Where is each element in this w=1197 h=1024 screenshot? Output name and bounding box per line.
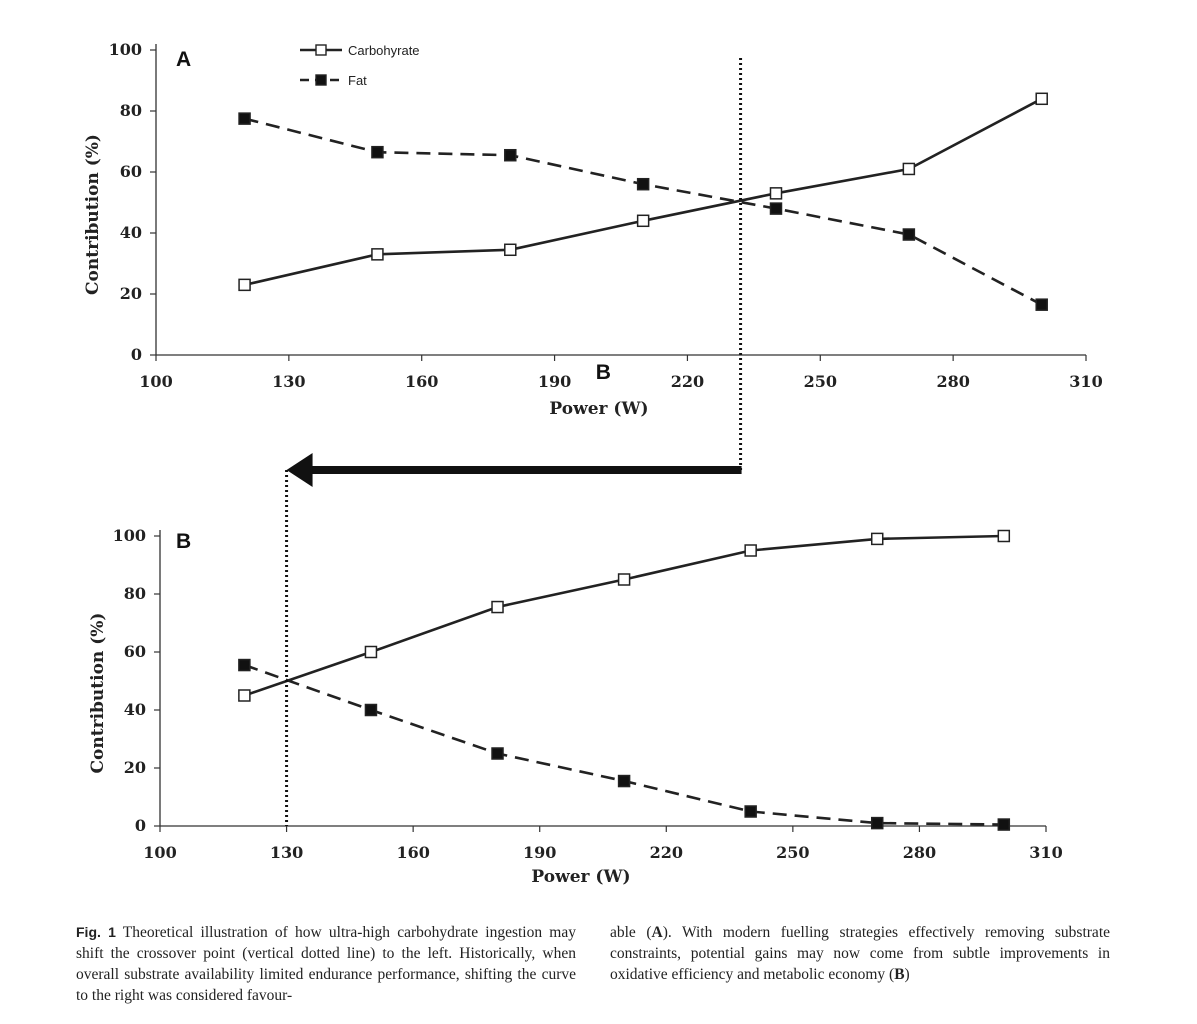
crossover-shift-arrow xyxy=(286,453,742,487)
shift-arrow-head xyxy=(286,453,313,487)
legend-label-fat: Fat xyxy=(348,73,367,88)
x-tick-label: 280 xyxy=(936,372,969,391)
data-point-carbohyrate xyxy=(997,529,1011,543)
data-point-carbohyrate xyxy=(504,243,517,257)
legend-marker-carbohyrate xyxy=(315,44,327,56)
data-point-carbohyrate xyxy=(617,573,631,586)
x-tick-label: 130 xyxy=(272,372,305,391)
data-point-fat xyxy=(364,703,378,717)
panel-a-chart: 0 20 40 60 80 100 100 130 160 190 220 250 280 310 Powe… xyxy=(83,40,1103,472)
data-point-carbohyrate xyxy=(1035,92,1048,106)
caption-left-text: Theoretical illustration of how ultra-hi… xyxy=(76,924,576,1004)
data-point-carbohyrate xyxy=(238,278,251,292)
data-point-carbohyrate xyxy=(902,162,916,176)
data-point-carbohyrate xyxy=(491,600,504,614)
panel-b-chart: 0 20 40 60 80 100 100 130 160 190 220 250 280 310 Powe… xyxy=(88,470,1063,887)
y-tick-label: 80 xyxy=(124,584,146,603)
legend-label-carbohyrate: Carbohyrate xyxy=(348,43,420,58)
x-tick-label: 280 xyxy=(903,843,936,862)
data-point-fat xyxy=(238,658,251,672)
data-point-fat xyxy=(238,112,251,125)
y-tick-label: 0 xyxy=(131,345,142,364)
x-tick-label: 190 xyxy=(523,843,556,862)
caption-left-column: Fig. 1 Theoretical illustration of how u… xyxy=(76,922,576,1006)
data-point-fat xyxy=(997,818,1011,831)
y-tick-label: 80 xyxy=(120,101,142,120)
x-tick-label: 220 xyxy=(671,372,704,391)
x-tick-label: 130 xyxy=(270,843,303,862)
figure: 0 20 40 60 80 100 100 130 160 190 220 250 280 310 Powe… xyxy=(83,40,1103,887)
figure-label: Fig. 1 xyxy=(76,924,116,940)
x-tick-label: 100 xyxy=(139,372,172,391)
y-tick-label: 100 xyxy=(113,526,146,545)
data-point-fat xyxy=(1035,298,1048,311)
y-axis-label: Contribution (%) xyxy=(83,134,103,295)
y-tick-label: 40 xyxy=(120,223,142,242)
caption-right-text-1: able ( xyxy=(610,924,652,941)
x-axis-label: Power (W) xyxy=(549,399,648,419)
x-tick-label: 100 xyxy=(143,843,176,862)
y-tick-label: 60 xyxy=(124,642,146,661)
data-point-fat xyxy=(902,228,916,241)
caption-right-text-3: ) xyxy=(904,966,910,983)
y-tick-label: 40 xyxy=(124,700,146,719)
series-line-carbohyrate xyxy=(244,97,1043,287)
x-tick-label: 250 xyxy=(804,372,837,391)
caption-bold-b: B xyxy=(894,966,905,983)
data-point-carbohyrate xyxy=(238,689,251,702)
y-tick-label: 20 xyxy=(120,284,142,303)
data-point-fat xyxy=(491,747,504,760)
data-point-carbohyrate xyxy=(364,645,378,659)
x-tick-label: 250 xyxy=(776,843,809,862)
y-tick-label: 60 xyxy=(120,162,142,181)
data-point-carbohyrate xyxy=(636,214,650,228)
panel-label: B xyxy=(176,530,191,553)
y-tick-label: 20 xyxy=(124,758,146,777)
panel-label: A xyxy=(176,48,191,71)
data-point-fat xyxy=(371,145,384,159)
data-point-fat xyxy=(617,774,631,788)
data-point-carbohyrate xyxy=(769,187,783,200)
caption-bold-a: A xyxy=(651,924,663,941)
x-tick-label: 220 xyxy=(650,843,683,862)
series-line-fat xyxy=(244,117,1043,306)
x-tick-label: 310 xyxy=(1029,843,1062,862)
annotation-label: B xyxy=(596,361,611,384)
x-axis-label: Power (W) xyxy=(531,867,630,887)
data-point-fat xyxy=(769,202,783,215)
x-tick-label: 160 xyxy=(396,843,429,862)
y-tick-label: 0 xyxy=(135,816,146,835)
y-tick-label: 100 xyxy=(109,40,142,59)
data-point-carbohyrate xyxy=(744,544,757,557)
x-tick-label: 190 xyxy=(538,372,571,391)
legend-marker-fat xyxy=(315,74,327,86)
series-line-fat xyxy=(243,663,1004,826)
series-line-carbohyrate xyxy=(243,534,1004,697)
caption-right-column: able (A). With modern fuelling strategie… xyxy=(610,922,1110,985)
data-point-fat xyxy=(504,148,517,162)
x-tick-label: 310 xyxy=(1069,372,1102,391)
data-point-fat xyxy=(636,177,650,191)
caption-right-text-2: ). With modern fuelling strategies effec… xyxy=(610,924,1111,983)
data-point-fat xyxy=(744,805,757,818)
x-tick-label: 160 xyxy=(405,372,438,391)
data-point-carbohyrate xyxy=(371,248,384,261)
data-point-fat xyxy=(870,816,884,830)
data-point-carbohyrate xyxy=(870,532,884,546)
y-axis-label: Contribution (%) xyxy=(88,613,108,774)
